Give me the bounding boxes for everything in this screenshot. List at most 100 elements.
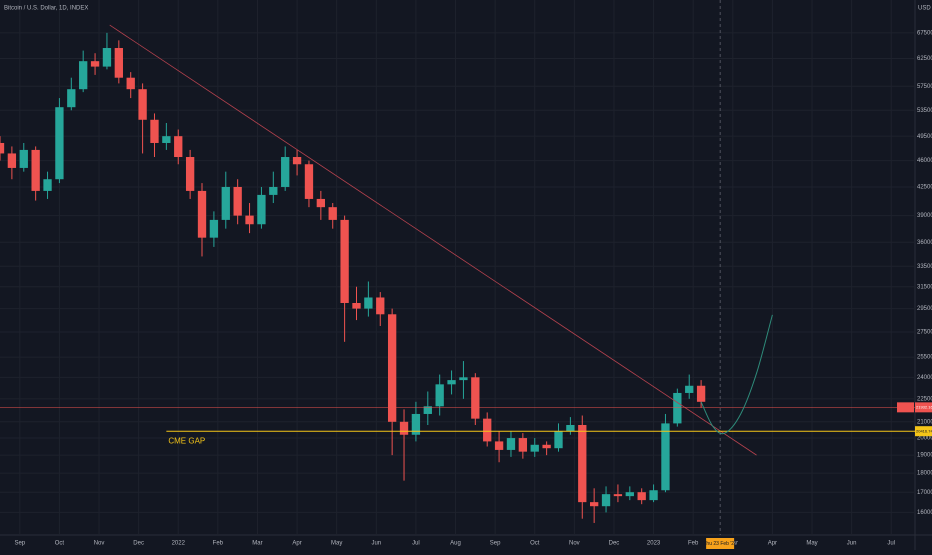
candle-body [637,492,646,501]
candle-body [399,421,409,435]
crosshair-date-box [706,538,735,549]
x-tick-label: Oct [530,541,540,547]
projection-curve [700,314,773,435]
y-tick-label: 39000.00 [917,213,932,219]
candle-body [79,61,88,90]
y-tick-label: 42500.00 [917,185,932,191]
candle-body [661,423,670,491]
candle-body [423,406,432,414]
x-tick-label: Oct [55,541,65,547]
candle-body [625,492,634,497]
candle-body [209,219,219,238]
y-tick-label: 29500.00 [917,306,932,312]
candle-body [376,297,385,315]
candle-body [138,89,147,120]
y-tick-label: 27500.00 [917,330,932,336]
cme-gap-axis-label: 20416.74 [916,428,932,433]
candle-body [185,157,195,191]
x-tick-label: Mar [252,541,262,547]
candle-body [554,431,563,449]
candle-body [649,490,658,501]
cme-gap-axis-box [915,426,932,437]
candle-body [483,418,492,442]
candle-body [316,198,326,208]
chart-title: Bitcoin / U.S. Dollar, 1D, INDEX [4,6,88,12]
candle-body [245,215,254,225]
candle-body [114,48,123,78]
candle-body [601,494,611,507]
y-tick-label: 31500.00 [917,284,932,290]
candle-body [459,377,468,381]
x-tick-label: May [331,541,342,547]
candle-body [673,392,682,424]
x-tick-label: Dec [609,541,620,547]
candle-body [411,413,421,435]
x-tick-label: Nov [569,541,580,547]
current-price-axis-box [915,402,932,413]
y-tick-label: 16000.00 [917,510,932,516]
y-tick-label: 33500.00 [917,264,932,270]
candle-body [471,377,480,419]
y-tick-label: 67500.00 [917,30,932,36]
candle-body [43,179,52,191]
y-tick-label: 17000.00 [917,490,932,496]
candle-body [589,502,599,507]
candle-body [494,441,504,450]
candle-body [352,302,361,309]
candle-body [126,77,135,90]
trendline [109,24,757,456]
candle-body [340,219,349,303]
x-tick-label: May [806,541,817,547]
y-tick-label: 49500.00 [917,134,932,140]
y-tick-label: 22500.00 [917,396,932,402]
x-tick-label: Jun [847,541,857,547]
x-tick-label: Jul [887,541,895,547]
candle-body [613,494,623,497]
y-tick-label: 18000.00 [917,471,932,477]
cme-gap-label: CME GAP [168,436,205,445]
crosshair-date-label: Thu 23 Feb '23 [703,541,737,547]
candle-body [90,61,100,67]
y-tick-label: 62500.00 [917,56,932,62]
candle-body [221,186,230,220]
y-tick-label: 53500.00 [917,108,932,114]
candle-body [269,186,278,195]
candle-body [162,136,171,143]
candle-body [281,157,290,187]
candle-body [19,149,28,168]
current-price-label: 21932.16 [916,404,932,409]
candle-body [435,384,444,407]
candle-body [150,119,159,143]
candle-body [387,314,397,422]
candle-body [685,385,694,393]
candle-body [0,142,5,154]
y-tick-label: 24000.00 [917,375,932,381]
candle-body [566,424,575,432]
candle-body [364,297,373,309]
candle-body [174,136,183,158]
y-tick-label: 46000.00 [917,158,932,164]
candle-body [696,385,706,402]
x-tick-label: Dec [133,541,144,547]
candle-body [55,107,64,180]
x-tick-label: Nov [94,541,105,547]
candle-body [7,153,17,168]
x-tick-label: Apr [292,541,301,547]
candle-body [506,438,516,450]
candle-body [67,89,76,108]
y-tick-label: 25500.00 [917,355,932,361]
candle-body [197,190,207,238]
y-tick-label: 19000.00 [917,453,932,459]
candle-body [530,444,539,452]
x-tick-label: Aug [450,541,461,547]
x-tick-label: Feb [688,541,699,547]
candle-body [257,194,266,225]
candle-body [233,186,242,216]
y-tick-label: 57500.00 [917,84,932,90]
x-tick-label: Sep [14,541,25,547]
candle-body [304,164,314,199]
candle-body [31,149,40,191]
x-tick-label: Apr [768,541,777,547]
